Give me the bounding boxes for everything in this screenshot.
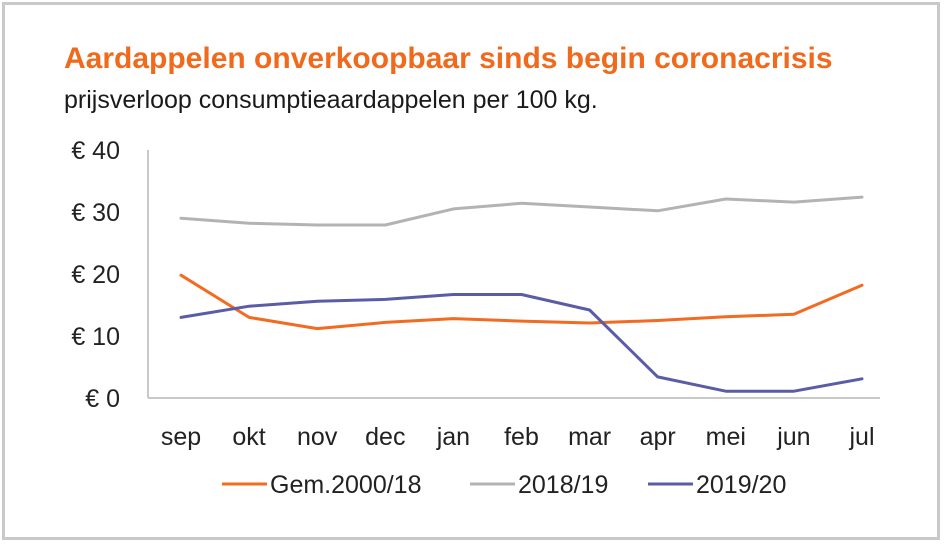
x-tick-label: dec	[365, 423, 405, 451]
x-tick-label: mar	[568, 423, 611, 451]
y-tick-label: € 30	[71, 199, 120, 227]
series-lines	[179, 195, 864, 393]
x-tick-label: mei	[706, 423, 746, 451]
x-tick-label: nov	[297, 423, 338, 451]
legend-label-0: Gem.2000/18	[270, 471, 422, 499]
series-line-1	[179, 195, 864, 227]
x-tick-label: jun	[776, 423, 810, 451]
x-tick-label: jul	[848, 423, 874, 451]
x-tick-label: feb	[504, 423, 539, 451]
x-tick-label: apr	[640, 423, 676, 451]
chart-subtitle: prijsverloop consumptieaardappelen per 1…	[64, 86, 598, 114]
y-tick-label: € 10	[71, 323, 120, 351]
y-tick-label: € 40	[71, 137, 120, 165]
x-tick-label: okt	[232, 423, 265, 451]
chart-title: Aardappelen onverkoopbaar sinds begin co…	[64, 42, 833, 75]
legend-label-1: 2018/19	[518, 471, 608, 499]
y-tick-label: € 20	[71, 261, 120, 289]
chart-frame	[2, 2, 940, 540]
series-line-2	[179, 293, 864, 393]
legend-label-2: 2019/20	[696, 471, 786, 499]
x-tick-labels: sep okt nov dec jan feb mar apr mei jun jul	[161, 423, 875, 451]
series-line-0	[179, 273, 864, 331]
x-tick-label: sep	[161, 423, 201, 451]
legend: Gem.2000/18 2018/19 2019/20	[222, 471, 786, 499]
y-tick-labels: € 40 € 30 € 20 € 10 € 0	[71, 137, 120, 413]
x-tick-label: jan	[436, 423, 470, 451]
y-tick-label: € 0	[85, 385, 120, 413]
